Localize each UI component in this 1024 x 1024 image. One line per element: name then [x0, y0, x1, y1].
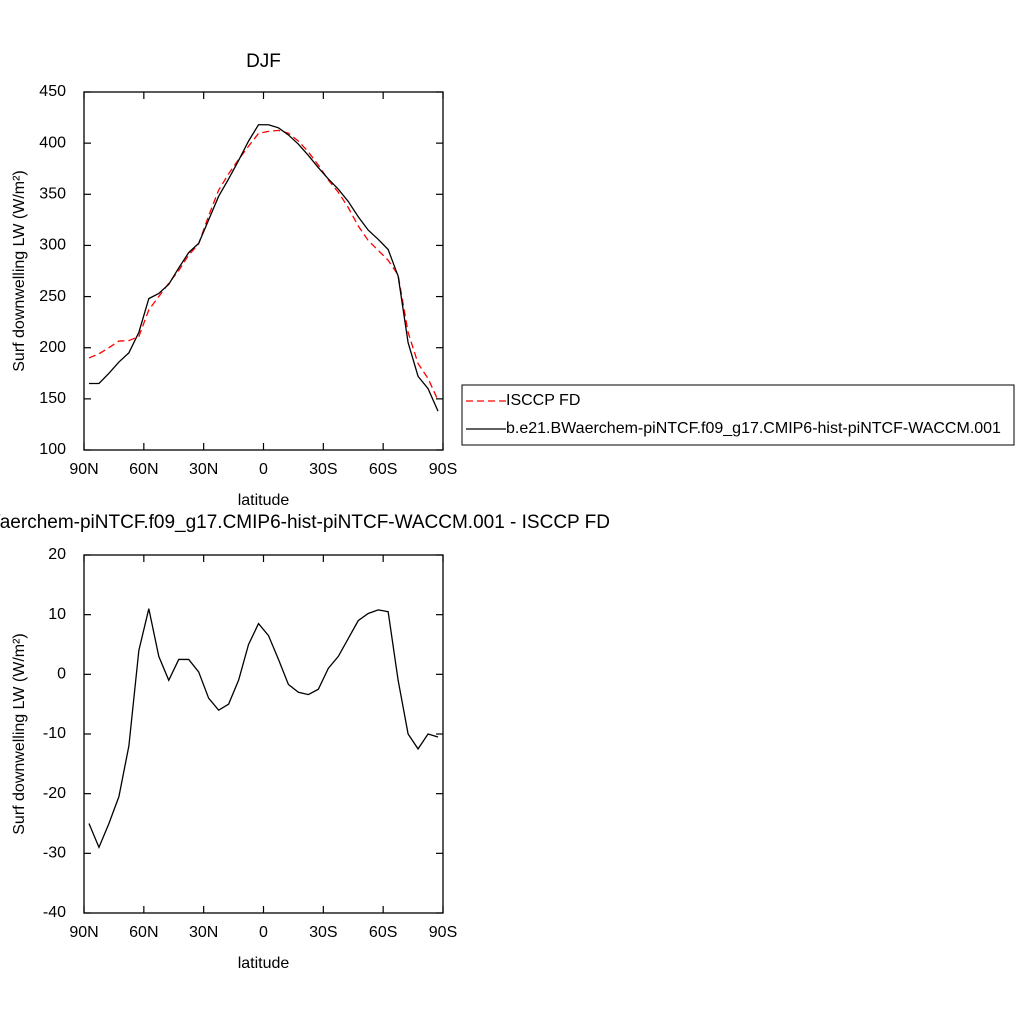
- x-axis-label: latitude: [238, 492, 290, 509]
- y-tick-label: 200: [39, 339, 66, 356]
- y-tick-label: 100: [39, 441, 66, 458]
- y-tick-label: -20: [43, 785, 66, 802]
- y-tick-label: -40: [43, 904, 66, 921]
- y-axis-label: Surf downwelling LW (W/m²): [11, 633, 28, 835]
- y-tick-label: 150: [39, 390, 66, 407]
- x-tick-label: 60S: [369, 461, 397, 478]
- y-tick-label: 20: [48, 546, 66, 563]
- legend-label: b.e21.BWaerchem-piNTCF.f09_g17.CMIP6-his…: [506, 420, 1001, 437]
- y-tick-label: 300: [39, 237, 66, 254]
- y-tick-label: 350: [39, 186, 66, 203]
- x-tick-label: 30N: [189, 461, 218, 478]
- chart-title: b.e21.BWaerchem-piNTCF.f09_g17.CMIP6-his…: [0, 512, 610, 533]
- data-line: [88, 124, 439, 412]
- x-tick-label: 90S: [429, 461, 457, 478]
- x-tick-label: 60N: [129, 461, 158, 478]
- x-tick-label: 30S: [309, 924, 337, 941]
- chart-title: DJF: [246, 51, 281, 72]
- y-tick-label: 400: [39, 134, 66, 151]
- x-tick-label: 0: [259, 924, 268, 941]
- y-tick-label: 0: [57, 666, 66, 683]
- x-tick-label: 30S: [309, 461, 337, 478]
- data-line: [88, 608, 439, 850]
- plot-frame: [83, 554, 444, 914]
- x-tick-label: 60N: [129, 924, 158, 941]
- y-tick-label: 250: [39, 288, 66, 305]
- x-tick-label: 30N: [189, 924, 218, 941]
- y-tick-label: -30: [43, 845, 66, 862]
- plot-frame: [83, 91, 444, 451]
- legend-label: ISCCP FD: [506, 392, 580, 409]
- x-tick-label: 60S: [369, 924, 397, 941]
- x-tick-label: 90N: [69, 924, 98, 941]
- x-tick-label: 0: [259, 461, 268, 478]
- y-tick-label: 10: [48, 606, 66, 623]
- y-tick-label: 450: [39, 83, 66, 100]
- y-tick-label: -10: [43, 725, 66, 742]
- x-tick-label: 90S: [429, 924, 457, 941]
- y-axis-label: Surf downwelling LW (W/m²): [11, 170, 28, 372]
- legend-box: [461, 384, 1015, 446]
- data-line: [88, 129, 439, 401]
- x-tick-label: 90N: [69, 461, 98, 478]
- x-axis-label: latitude: [238, 955, 290, 972]
